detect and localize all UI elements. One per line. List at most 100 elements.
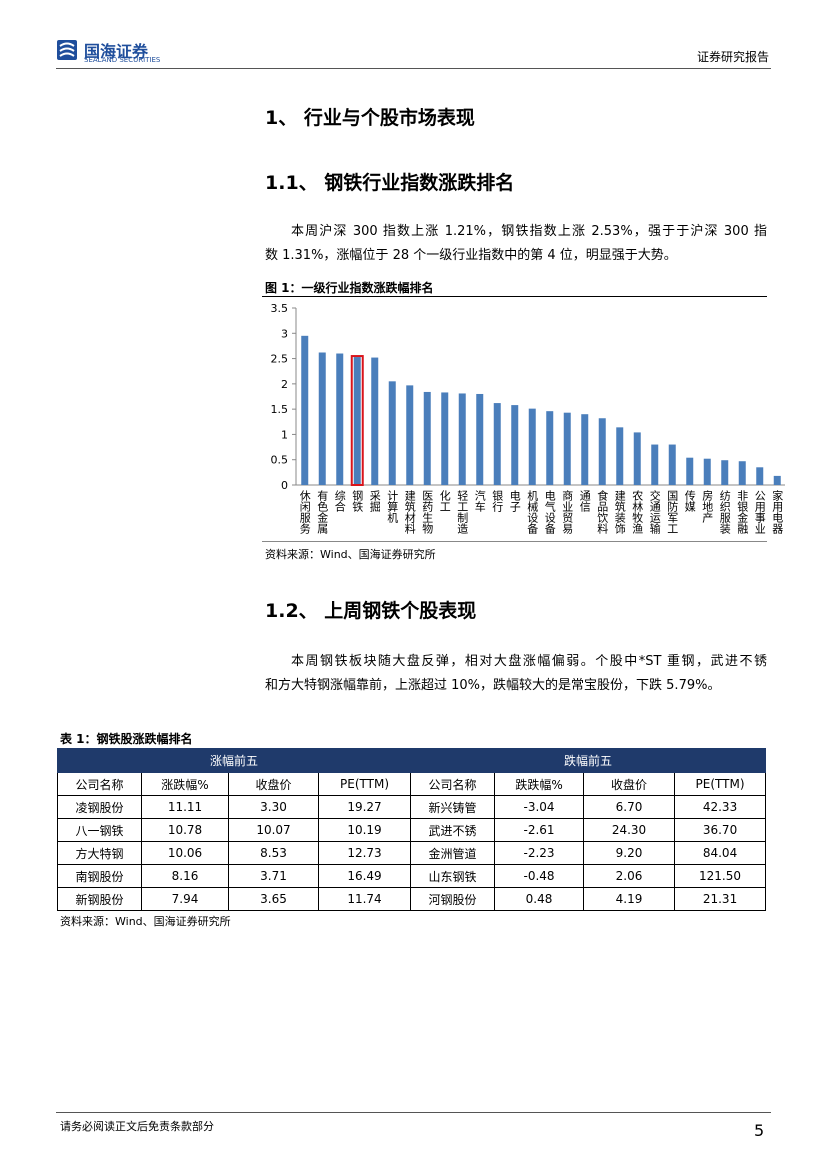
table-cell: 121.50 <box>674 864 767 888</box>
table-row: 凌钢股份 11.11 3.30 19.27 新兴铸管 -3.04 6.70 42.33 <box>57 795 767 819</box>
bar-highlight <box>350 355 364 486</box>
bar <box>336 353 344 485</box>
x-tick-label: 纺织服装 <box>718 489 731 535</box>
x-tick-label: 有色金属 <box>316 489 329 535</box>
table-cell: 8.16 <box>141 864 229 888</box>
table-cell: 7.94 <box>141 887 229 911</box>
x-tick-label: 休闲服务 <box>298 490 311 534</box>
x-tick-label: 房地产 <box>701 490 714 524</box>
bar <box>458 393 466 485</box>
bar <box>528 408 536 485</box>
y-tick-label: 3 <box>281 327 288 340</box>
table-cell: 3.71 <box>228 864 319 888</box>
table-cell: 11.11 <box>141 795 229 819</box>
table-cell: 2.06 <box>583 864 676 888</box>
column-header: 收盘价 <box>228 772 319 796</box>
y-tick-label: 2 <box>281 378 288 391</box>
table-cell: 19.27 <box>317 795 412 819</box>
paragraph: 本周钢铁板块随大盘反弹，相对大盘涨幅偏弱。个股中*ST 重钢，武进不锈 和方大特… <box>265 650 767 698</box>
group-header: 跌幅前五 <box>410 748 767 773</box>
bar <box>318 352 326 485</box>
bar <box>616 427 624 485</box>
table-cell: 山东钢铁 <box>410 864 496 888</box>
x-tick-label: 建筑材料 <box>403 489 416 535</box>
table-cell: 0.48 <box>494 887 585 911</box>
page-number: 5 <box>754 1121 765 1140</box>
table-source: 资料来源：Wind、国海证券研究所 <box>60 915 231 928</box>
bar <box>441 392 449 485</box>
table-cell: 21.31 <box>674 887 767 911</box>
x-tick-label: 轻工制造 <box>456 489 469 534</box>
table-cell: 3.30 <box>228 795 319 819</box>
bar <box>371 357 379 485</box>
logo-text: 国海证券 <box>84 42 149 61</box>
bar <box>668 444 676 485</box>
footer-rule <box>56 1112 771 1113</box>
table-cell: 10.19 <box>317 818 412 842</box>
x-tick-label: 医药生物 <box>421 490 434 534</box>
table-cell: 8.53 <box>228 841 319 865</box>
bar <box>686 457 694 485</box>
header-rule <box>56 68 771 69</box>
bar <box>703 458 711 485</box>
heading: 1、 行业与个股市场表现 <box>265 107 475 129</box>
x-tick-label: 机械设备 <box>526 489 539 535</box>
table-cell: 新钢股份 <box>57 887 142 911</box>
table-row: 公司名称 涨跌幅% 收盘价 PE(TTM) 公司名称 跌跌幅% 收盘价 PE(TTM) <box>57 772 767 796</box>
y-tick-label: 1.5 <box>271 403 289 416</box>
bar <box>756 467 764 485</box>
heading: 1.2、 上周钢铁个股表现 <box>265 600 477 622</box>
bar <box>423 391 431 485</box>
table-cell: 9.20 <box>583 841 676 865</box>
x-tick-label: 传媒 <box>683 490 696 513</box>
column-header: 公司名称 <box>57 772 142 796</box>
table-row: 方大特钢 10.06 8.53 12.73 金洲管道 -2.23 9.20 84.04 <box>57 841 767 865</box>
bar <box>301 335 309 485</box>
bar <box>581 414 589 485</box>
bar <box>651 444 659 485</box>
x-tick-label: 电子 <box>508 490 521 512</box>
x-tick-label: 计算机 <box>386 490 399 523</box>
table-cell: 10.78 <box>141 818 229 842</box>
table-cell: 凌钢股份 <box>57 795 142 819</box>
column-header: 跌跌幅% <box>494 772 585 796</box>
bar <box>563 412 571 485</box>
column-header: PE(TTM) <box>674 772 767 796</box>
x-tick-label: 综合 <box>333 489 346 512</box>
table-cell: 10.06 <box>141 841 229 865</box>
table-cell: 河钢股份 <box>410 887 496 911</box>
chart: 0 0.5 1 1.5 2 2.5 3 3.5 休闲服务 有色金属 综合 钢铁 采掘 计算机 建筑材料 医药生… <box>271 302 785 535</box>
column-header: 涨跌幅% <box>141 772 229 796</box>
bar <box>493 403 501 485</box>
table-cell: -2.61 <box>494 818 585 842</box>
x-tick-label: 商业贸易 <box>561 489 574 535</box>
logo-icon <box>57 40 77 60</box>
bar <box>388 381 396 485</box>
table-cell: 84.04 <box>674 841 767 865</box>
paragraph-line: 和方大特钢涨幅靠前，上涨超过 10%，跌幅较大的是常宝股份，下跌 5.79%。 <box>265 678 721 693</box>
table-cell: 6.70 <box>583 795 676 819</box>
table-cell: 42.33 <box>674 795 767 819</box>
bar <box>721 460 729 485</box>
bar <box>738 461 746 485</box>
table-cell: -3.04 <box>494 795 585 819</box>
x-tick-label: 钢铁 <box>351 490 364 512</box>
table-cell: 新兴铸管 <box>410 795 496 819</box>
column-header: PE(TTM) <box>317 772 412 796</box>
table-cell: 11.74 <box>317 887 412 911</box>
paragraph-line: 数 1.31%，涨幅位于 28 个一级行业指数中的第 4 位，明显强于大势。 <box>265 248 677 263</box>
report-type: 证券研究报告 <box>696 50 769 64</box>
table-cell: 武进不锈 <box>410 818 496 842</box>
x-tick-label: 银行 <box>491 489 504 513</box>
y-tick-label: 2.5 <box>271 353 289 366</box>
column-header: 收盘价 <box>583 772 676 796</box>
x-tick-label: 农林牧渔 <box>631 489 644 535</box>
table-row: 新钢股份 7.94 3.65 11.74 河钢股份 0.48 4.19 21.31 <box>57 887 767 911</box>
x-tick-label: 化工 <box>438 489 451 512</box>
bar <box>476 393 484 485</box>
column-header: 公司名称 <box>410 772 496 796</box>
bar <box>598 418 606 485</box>
table-cell: 3.65 <box>228 887 319 911</box>
table-cell: 南钢股份 <box>57 864 142 888</box>
